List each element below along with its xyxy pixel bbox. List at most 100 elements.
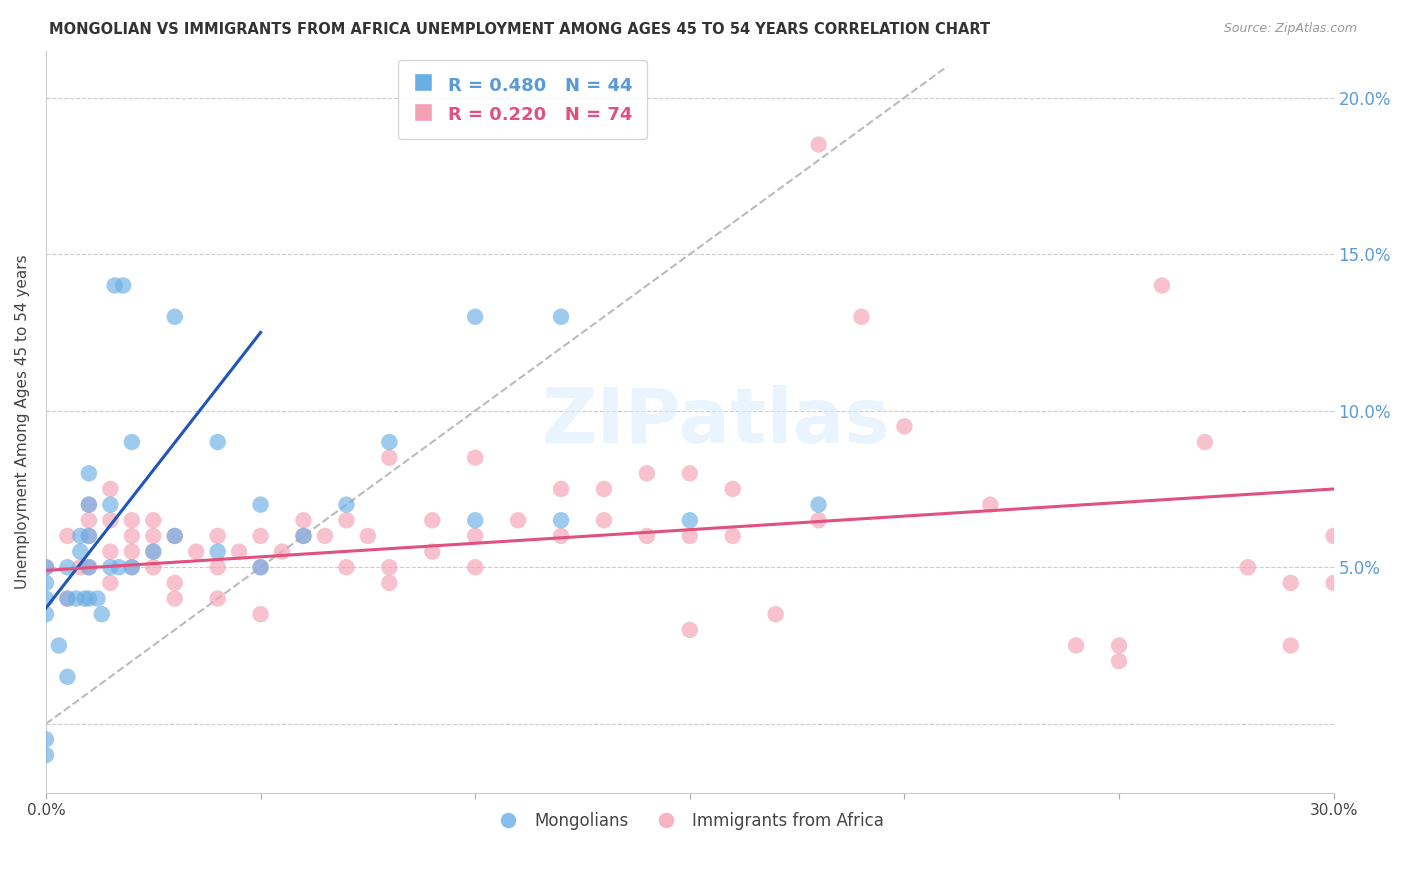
Point [207, 435, 229, 450]
Point [98, 575, 121, 590]
Point [249, 529, 271, 543]
Point [121, 529, 143, 543]
Point [142, 560, 165, 574]
Point [86, 591, 108, 606]
Point [335, 560, 357, 574]
Point [721, 529, 744, 543]
Point [104, 278, 127, 293]
Point [335, 498, 357, 512]
Point [77, 513, 100, 527]
Point [679, 513, 702, 527]
Point [636, 467, 658, 481]
Point [249, 607, 271, 622]
Point [721, 482, 744, 496]
Point [292, 529, 315, 543]
Point [1236, 560, 1258, 574]
Point [163, 529, 186, 543]
Point [550, 310, 572, 324]
Point [56, 591, 79, 606]
Point [73, 591, 96, 606]
Point [98, 498, 121, 512]
Point [98, 560, 121, 574]
Point [77, 498, 100, 512]
Point [69, 529, 91, 543]
Y-axis label: Unemployment Among Ages 45 to 54 years: Unemployment Among Ages 45 to 54 years [15, 254, 30, 589]
Point [420, 544, 443, 558]
Point [121, 544, 143, 558]
Point [420, 513, 443, 527]
Point [508, 513, 530, 527]
Point [56, 591, 79, 606]
Point [69, 544, 91, 558]
Text: Source: ZipAtlas.com: Source: ZipAtlas.com [1223, 22, 1357, 36]
Point [464, 310, 486, 324]
Point [378, 575, 401, 590]
Point [893, 419, 915, 434]
Point [121, 560, 143, 574]
Point [207, 591, 229, 606]
Point [807, 513, 830, 527]
Point [121, 435, 143, 450]
Point [163, 575, 186, 590]
Legend: Mongolians, Immigrants from Africa: Mongolians, Immigrants from Africa [489, 805, 890, 837]
Point [550, 529, 572, 543]
Point [378, 560, 401, 574]
Point [186, 544, 208, 558]
Point [851, 310, 873, 324]
Point [56, 529, 79, 543]
Point [98, 544, 121, 558]
Point [48, 639, 70, 653]
Point [807, 137, 830, 152]
Point [249, 498, 271, 512]
Point [314, 529, 336, 543]
Point [35, 560, 58, 574]
Point [464, 560, 486, 574]
Point [142, 513, 165, 527]
Point [464, 450, 486, 465]
Point [207, 544, 229, 558]
Point [1323, 575, 1346, 590]
Point [550, 482, 572, 496]
Point [636, 529, 658, 543]
Point [679, 623, 702, 637]
Point [77, 498, 100, 512]
Point [335, 513, 357, 527]
Point [228, 544, 250, 558]
Point [249, 560, 271, 574]
Point [1064, 639, 1087, 653]
Point [142, 529, 165, 543]
Point [271, 544, 294, 558]
Point [378, 450, 401, 465]
Point [207, 529, 229, 543]
Point [56, 560, 79, 574]
Point [163, 310, 186, 324]
Point [1194, 435, 1216, 450]
Point [593, 513, 616, 527]
Point [550, 513, 572, 527]
Point [378, 435, 401, 450]
Point [679, 529, 702, 543]
Point [121, 513, 143, 527]
Point [35, 560, 58, 574]
Point [108, 560, 131, 574]
Point [292, 513, 315, 527]
Point [77, 529, 100, 543]
Point [765, 607, 787, 622]
Text: ZIPatlas: ZIPatlas [541, 384, 890, 458]
Point [142, 544, 165, 558]
Point [35, 732, 58, 747]
Point [98, 482, 121, 496]
Point [90, 607, 112, 622]
Point [1108, 639, 1130, 653]
Point [163, 529, 186, 543]
Point [77, 591, 100, 606]
Point [207, 560, 229, 574]
Point [98, 513, 121, 527]
Point [464, 529, 486, 543]
Point [807, 498, 830, 512]
Point [65, 591, 87, 606]
Point [69, 560, 91, 574]
Point [35, 748, 58, 763]
Point [77, 467, 100, 481]
Point [464, 513, 486, 527]
